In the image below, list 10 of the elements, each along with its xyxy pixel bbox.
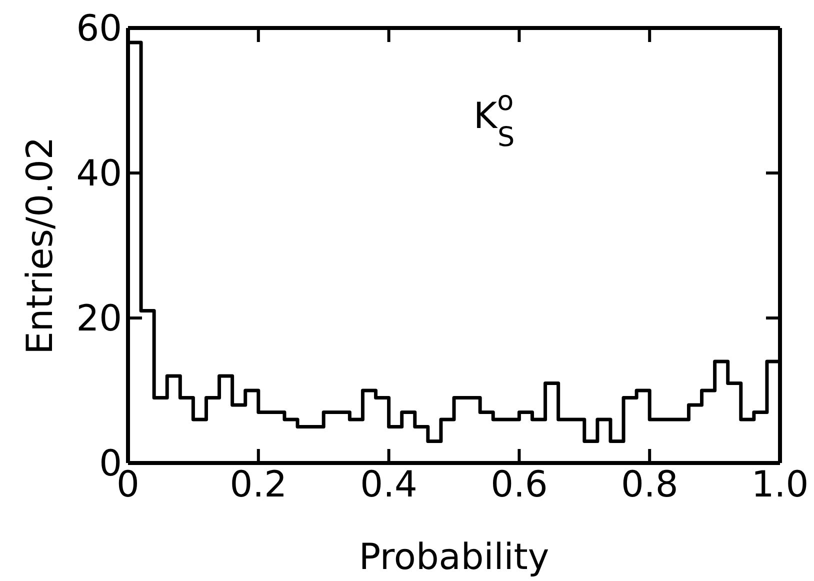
x-tick-label: 0.4 <box>360 464 418 506</box>
y-tick-label: 40 <box>76 154 122 195</box>
x-axis-title: Probability <box>358 537 550 578</box>
x-tick-label: 0.2 <box>230 464 288 506</box>
y-axis-title: Entries/0.02 <box>20 136 61 354</box>
x-tick-label: 0.8 <box>620 464 678 506</box>
x-tick-label: 0.6 <box>490 464 548 506</box>
x-tick-label: 1.0 <box>751 464 809 506</box>
y-tick-label: 60 <box>76 8 122 50</box>
y-tick-label: 20 <box>76 298 122 340</box>
